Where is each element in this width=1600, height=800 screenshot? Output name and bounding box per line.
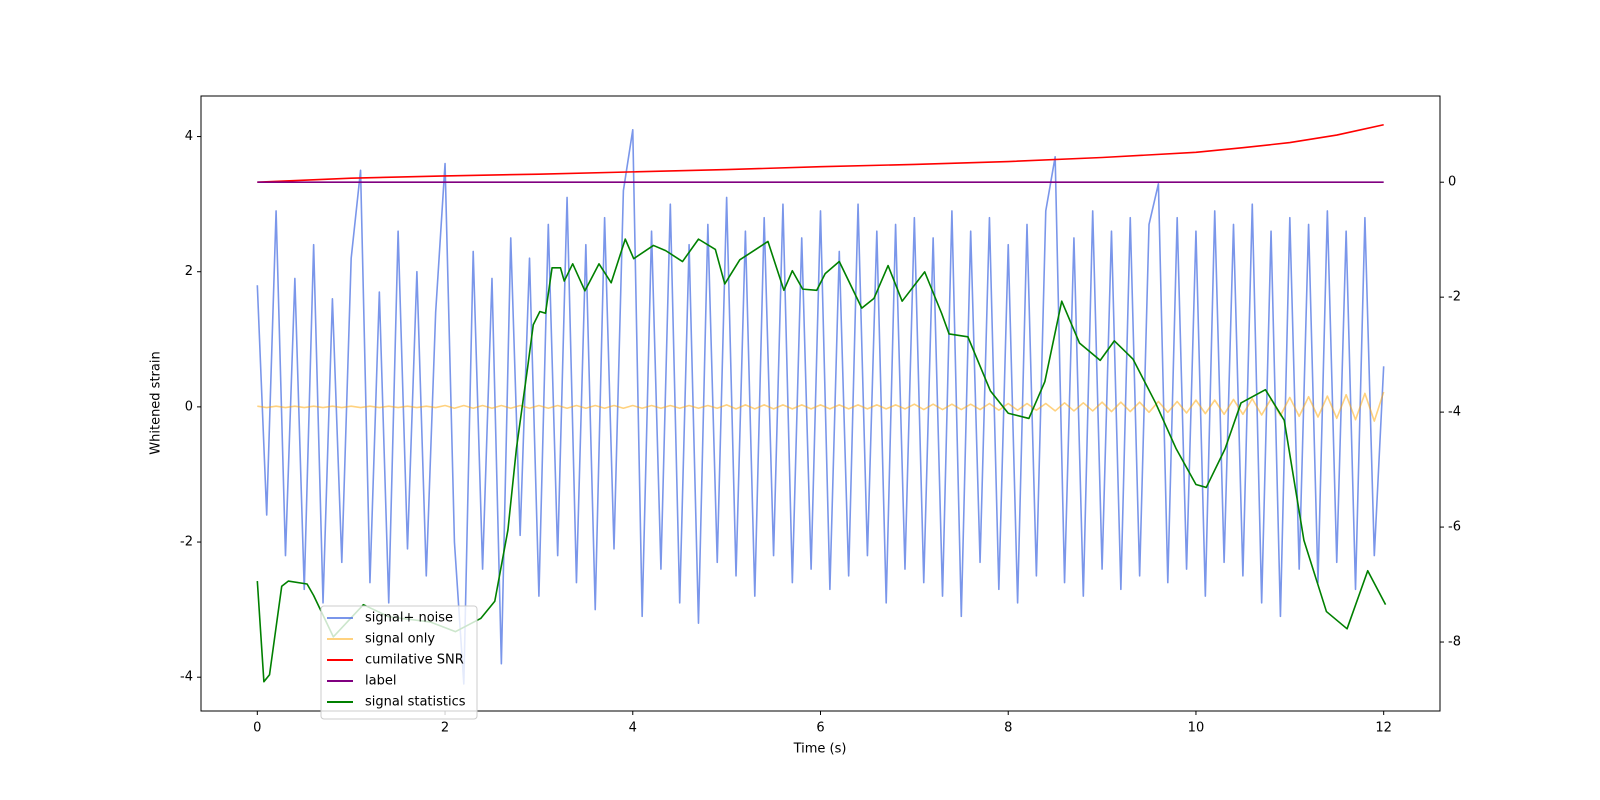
y2-tick-label: -4 xyxy=(1448,405,1461,420)
series-line xyxy=(257,123,1384,184)
legend-box xyxy=(320,605,478,720)
y2-tick-label: -2 xyxy=(1448,290,1461,305)
x-tick-label: 4 xyxy=(629,721,637,736)
series-line xyxy=(257,391,1385,422)
y-tick-label: -2 xyxy=(180,535,193,550)
legend-label: signal only xyxy=(365,632,435,647)
legend-label: label xyxy=(365,674,396,689)
y2-tick-label: -8 xyxy=(1448,635,1461,650)
legend-label: signal statistics xyxy=(365,695,466,710)
y-tick-label: 0 xyxy=(185,399,193,414)
plot-area xyxy=(256,123,1387,685)
y-tick-label: 4 xyxy=(185,129,193,144)
x-tick-label: 2 xyxy=(441,721,449,736)
y-axis-label: Whitened strain xyxy=(149,351,164,454)
series-line xyxy=(256,238,1387,683)
y-tick-label: -4 xyxy=(180,670,193,685)
legend: signal+ noise signal only cumilative SNR la… xyxy=(320,605,478,720)
y-tick-label: 2 xyxy=(185,264,193,279)
x-tick-label: 8 xyxy=(1004,721,1012,736)
x-tick-label: 12 xyxy=(1375,721,1392,736)
x-axis-label: Time (s) xyxy=(793,742,847,757)
legend-label: cumilative SNR xyxy=(365,653,464,668)
series-line xyxy=(256,128,1385,685)
x-tick-label: 6 xyxy=(816,721,824,736)
y2-tick-label: 0 xyxy=(1448,175,1456,190)
x-tick-label: 10 xyxy=(1188,721,1205,736)
legend-label: signal+ noise xyxy=(365,611,453,626)
y2-tick-label: -6 xyxy=(1448,520,1461,535)
x-tick-label: 0 xyxy=(253,721,261,736)
